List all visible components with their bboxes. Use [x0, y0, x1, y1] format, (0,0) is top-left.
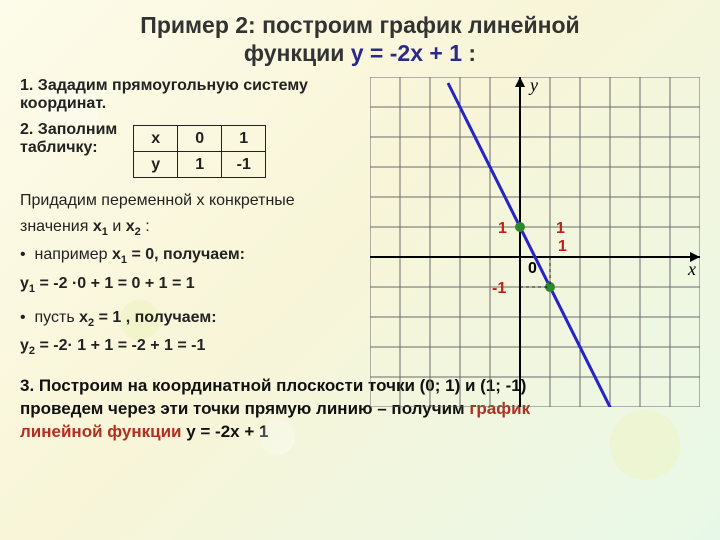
- c2-eq: = -2· 1 + 1 = -2 + 1 = -1: [39, 337, 205, 354]
- step1: 1. Зададим прямоугольную систему координ…: [20, 77, 380, 113]
- s3-eq: y = -2x + 1: [186, 422, 268, 441]
- th-1: 1: [222, 126, 266, 152]
- lb-post: :: [145, 218, 149, 235]
- bullet1: • например x1 = 0, получаем:: [20, 246, 380, 266]
- lb-and: и: [112, 218, 125, 235]
- td-v2: -1: [222, 152, 266, 178]
- c1-eq: = -2 ·0 + 1 = 0 + 1 = 1: [39, 275, 194, 292]
- title-line2b: :: [468, 40, 476, 66]
- c1-y: y1: [20, 275, 35, 292]
- page-title: Пример 2: построим график линейной функц…: [20, 12, 700, 67]
- svg-text:x: x: [687, 259, 696, 279]
- calc1: y1 = -2 ·0 + 1 = 0 + 1 = 1: [20, 275, 380, 295]
- step1-text: 1. Зададим прямоугольную систему координ…: [20, 77, 308, 112]
- b1-pre: например: [35, 246, 112, 263]
- th-0: 0: [178, 126, 222, 152]
- lb-x2: x2: [126, 218, 141, 235]
- title-equation: y = -2x + 1: [351, 40, 462, 66]
- lb-pre: значения: [20, 218, 93, 235]
- td-v1: 1: [178, 152, 222, 178]
- step2-bold-b: табличку:: [20, 139, 98, 156]
- coordinate-graph: yx011-11: [370, 77, 700, 407]
- svg-text:0: 0: [528, 260, 537, 277]
- svg-text:1: 1: [498, 220, 507, 237]
- b2-post: = 1 , получаем:: [99, 309, 217, 326]
- title-line1: Пример 2: построим график линейной: [140, 12, 579, 38]
- step2-line-b: значения x1 и x2 :: [20, 218, 380, 238]
- b2-x2: x2: [79, 309, 94, 326]
- c2-y: y2: [20, 337, 35, 354]
- title-line2a: функции: [244, 40, 351, 66]
- td-y: y: [134, 152, 178, 178]
- b1-post: = 0, получаем:: [131, 246, 245, 263]
- svg-text:y: y: [528, 77, 538, 95]
- step2-bold-a: 2. Заполним: [20, 121, 117, 138]
- bullet2: • пусть x2 = 1 , получаем:: [20, 309, 380, 329]
- step2-header: 2. Заполним табличку: x 0 1 y 1 -1: [20, 121, 380, 184]
- b2-pre: пусть: [35, 309, 80, 326]
- b1-x1: x1: [112, 246, 127, 263]
- s3-l3a: линейной функции: [20, 422, 186, 441]
- svg-text:1: 1: [558, 238, 567, 255]
- lb-x1: x1: [93, 218, 108, 235]
- th-x: x: [134, 126, 178, 152]
- calc2: y2 = -2· 1 + 1 = -2 + 1 = -1: [20, 337, 380, 357]
- svg-text:1: 1: [556, 220, 565, 237]
- step2-line-a: Придадим переменной x конкретные: [20, 192, 380, 210]
- svg-text:-1: -1: [492, 280, 506, 297]
- value-table: x 0 1 y 1 -1: [133, 125, 266, 178]
